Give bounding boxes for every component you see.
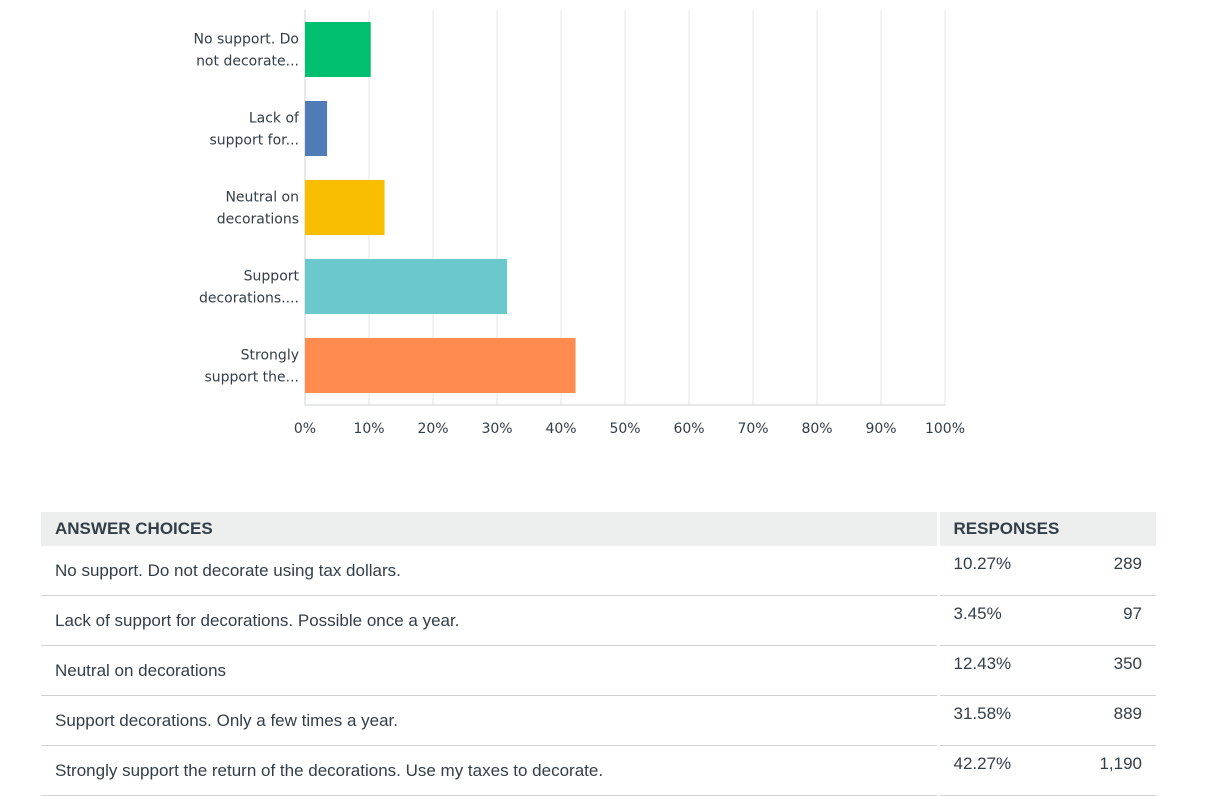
percent-cell: 10.27% [936,546,1048,596]
table-row: Lack of support for decorations. Possibl… [41,595,1156,646]
count-cell: 289 [1048,546,1156,596]
table-row: Neutral on decorations 12.43% 350 [41,645,1156,696]
count-cell: 889 [1048,695,1156,746]
answer-cell: Neutral on decorations [41,645,938,696]
x-tick-label: 30% [481,421,512,437]
x-tick-label: 100% [925,421,965,437]
answer-cell: Lack of support for decorations. Possibl… [41,595,938,646]
x-tick-label: 20% [417,421,448,437]
bar [305,101,328,156]
table-header-row: ANSWER CHOICES RESPONSES [41,512,1156,546]
x-tick-label: 70% [737,421,768,437]
category-label: Support [244,269,300,285]
percent-cell: 12.43% [936,645,1048,696]
category-label: not decorate... [196,54,299,70]
x-tick-label: 10% [353,421,384,437]
results-table: ANSWER CHOICES RESPONSES No support. Do … [41,512,1156,796]
answer-cell: Support decorations. Only a few times a … [41,695,938,746]
x-tick-label: 60% [673,421,704,437]
bars [305,22,576,393]
x-tick-label: 90% [865,421,896,437]
bar [305,180,385,235]
category-label: decorations [217,212,299,228]
answer-choices-header: ANSWER CHOICES [41,512,938,546]
percent-cell: 3.45% [936,595,1048,646]
category-label: No support. Do [194,32,300,48]
bar [305,338,576,393]
answer-cell: Strongly support the return of the decor… [41,745,938,796]
category-labels: No support. Do not decorate... Lack of supp… [194,32,301,386]
category-label: decorations.... [199,291,299,307]
category-label: Strongly [241,348,299,364]
category-label: support the... [204,370,299,386]
bar-chart: No support. Do not decorate... Lack of supp… [194,10,965,437]
x-tick-label: 80% [801,421,832,437]
x-tick-label: 40% [545,421,576,437]
category-label: support for... [209,133,299,149]
answer-cell: No support. Do not decorate using tax do… [41,546,938,596]
x-tick-label: 50% [609,421,640,437]
percent-cell: 31.58% [936,695,1048,746]
count-cell: 97 [1048,595,1156,646]
category-label: Neutral on [225,190,299,206]
count-cell: 350 [1048,645,1156,696]
table-row: Support decorations. Only a few times a … [41,695,1156,746]
x-axis-ticks: 0% 10% 20% 30% 40% 50% 60% 70% 80% 90% 100% [294,421,965,437]
table-row: Strongly support the return of the decor… [41,745,1156,796]
count-cell: 1,190 [1048,745,1156,796]
category-label: Lack of [249,111,300,127]
x-tick-label: 0% [294,421,316,437]
responses-header: RESPONSES [936,512,1156,546]
percent-cell: 42.27% [936,745,1048,796]
bar [305,259,508,314]
bar [305,22,371,77]
table-row: No support. Do not decorate using tax do… [41,546,1156,596]
